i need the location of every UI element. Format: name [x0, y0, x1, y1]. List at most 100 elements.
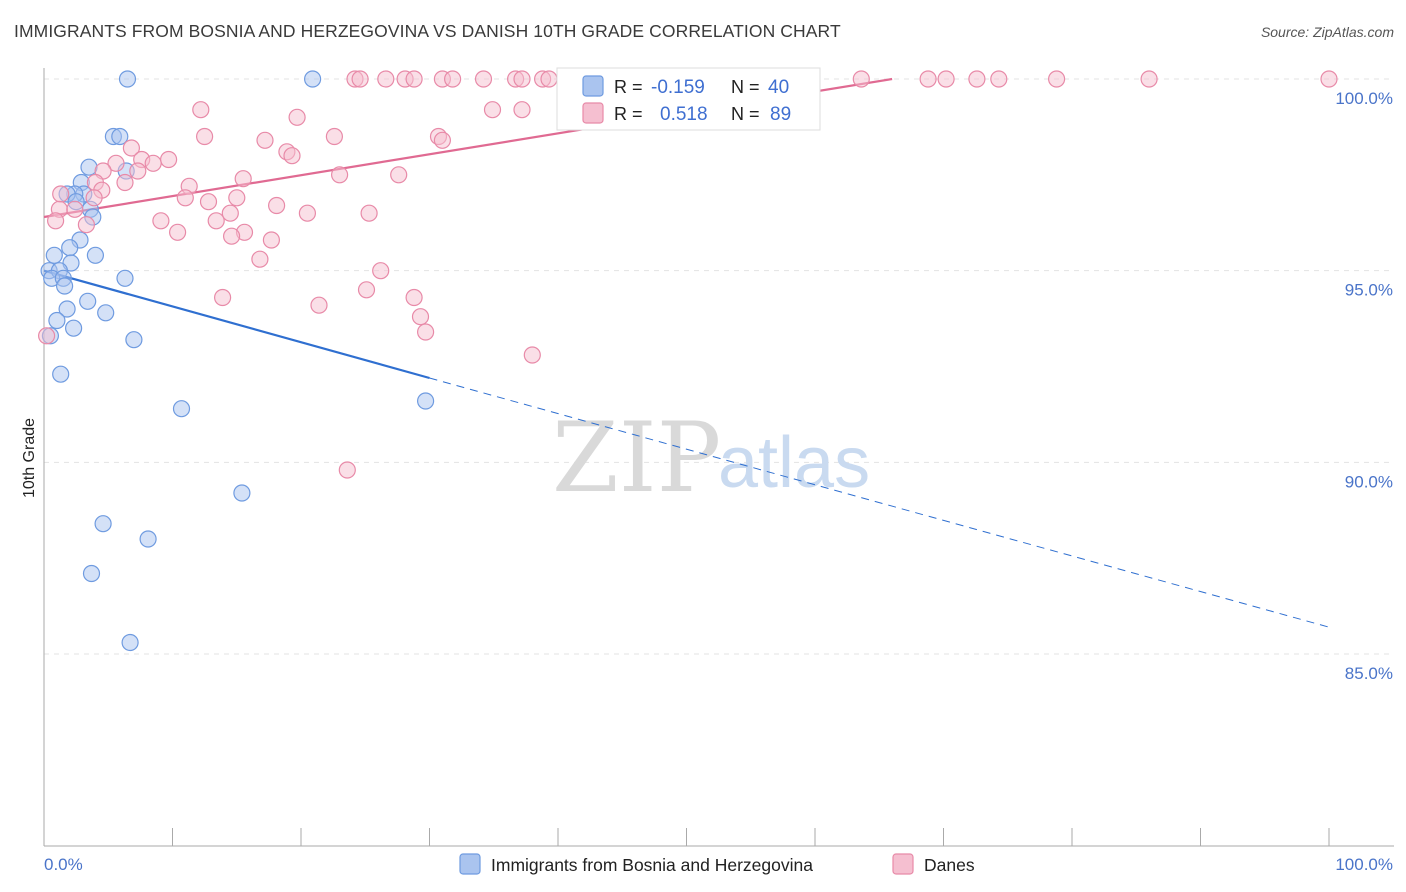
- legend-r-value-pink: 0.518: [660, 104, 708, 125]
- point-blue-3: [111, 127, 129, 146]
- point-pink-35: [256, 131, 274, 149]
- point-pink-22: [852, 70, 870, 88]
- point-pink-84: [338, 461, 356, 479]
- grid-lines: [44, 78, 1394, 655]
- point-pink-83: [523, 346, 541, 364]
- point-blue-0: [118, 70, 137, 88]
- point-pink-44: [144, 154, 162, 172]
- point-pink-33: [513, 101, 531, 119]
- point-blue-23: [55, 277, 74, 295]
- point-blue-1: [304, 70, 322, 88]
- point-blue-36: [139, 530, 157, 548]
- point-pink-29: [1320, 70, 1338, 88]
- point-pink-68: [207, 212, 225, 230]
- point-pink-34: [196, 127, 214, 146]
- legend-n-value-blue: 40: [768, 77, 789, 98]
- point-pink-2: [377, 70, 395, 88]
- point-blue-35: [94, 515, 112, 533]
- point-pink-58: [85, 189, 103, 207]
- legend-r-label-blue: R =: [614, 77, 643, 97]
- point-pink-70: [169, 223, 187, 241]
- point-pink-23: [919, 70, 937, 88]
- point-pink-75: [372, 262, 390, 280]
- point-blue-15: [45, 246, 63, 264]
- point-blue-34: [233, 484, 251, 502]
- point-pink-24: [937, 70, 955, 88]
- x-tick-label-1: 100.0%: [1335, 855, 1393, 874]
- watermark: ZIP atlas: [552, 402, 870, 514]
- point-pink-49: [390, 166, 408, 184]
- legend-swatch-pink: [582, 102, 604, 124]
- watermark-atlas: atlas: [718, 423, 870, 503]
- y-axis-label: 10th Grade: [21, 418, 38, 498]
- point-pink-78: [405, 288, 423, 307]
- trend-line-blue: [43, 269, 430, 380]
- point-pink-72: [223, 227, 241, 245]
- point-pink-39: [122, 139, 140, 157]
- point-blue-37: [82, 564, 101, 583]
- bottom-legend-swatch-pink: [892, 853, 914, 875]
- source-label: Source: ZipAtlas.com: [1260, 24, 1394, 40]
- legend-swatch-blue: [582, 75, 604, 97]
- point-pink-69: [77, 216, 96, 234]
- point-pink-77: [214, 288, 232, 307]
- point-pink-74: [251, 250, 269, 268]
- point-pink-48: [331, 166, 349, 184]
- legend-box: R = -0.159 N = 40 R = 0.518 N = 89: [556, 67, 821, 131]
- point-pink-47: [129, 162, 147, 180]
- point-blue-4: [80, 158, 98, 176]
- chart-title: IMMIGRANTS FROM BOSNIA AND HERZEGOVINA V…: [14, 21, 841, 41]
- point-pink-79: [310, 296, 328, 314]
- bottom-legend: Immigrants from Bosnia and Herzegovina D…: [459, 853, 975, 875]
- watermark-zip: ZIP: [552, 402, 721, 514]
- point-pink-38: [433, 131, 451, 149]
- y-tick-label-0: 100.0%: [1335, 89, 1393, 108]
- point-pink-28: [1140, 70, 1158, 88]
- y-tick-label-1: 95.0%: [1345, 281, 1393, 300]
- point-pink-56: [176, 189, 194, 207]
- bottom-legend-swatch-blue: [459, 853, 481, 875]
- x-tick-labels: 0.0% 100.0%: [44, 855, 1393, 874]
- point-blue-22: [116, 269, 134, 287]
- point-pink-64: [360, 204, 378, 222]
- point-blue-28: [64, 319, 83, 337]
- point-pink-73: [262, 231, 280, 249]
- legend-n-label-pink: N =: [731, 104, 760, 124]
- legend-n-label-blue: N =: [731, 77, 760, 97]
- legend-r-value-blue: -0.159: [651, 77, 705, 98]
- point-pink-4: [405, 70, 423, 88]
- point-pink-66: [46, 212, 65, 230]
- point-pink-45: [107, 154, 125, 172]
- point-pink-27: [1047, 70, 1066, 88]
- point-pink-1: [351, 70, 369, 88]
- point-pink-63: [298, 204, 316, 222]
- point-blue-38: [121, 633, 139, 652]
- point-pink-81: [417, 323, 435, 341]
- point-blue-26: [97, 304, 115, 322]
- point-pink-67: [152, 212, 170, 230]
- point-pink-25: [968, 70, 986, 88]
- point-blue-27: [48, 311, 66, 330]
- point-pink-11: [540, 70, 558, 88]
- x-tick-label-0: 0.0%: [44, 855, 83, 874]
- legend-r-label-pink: R =: [614, 104, 643, 124]
- trend-line-blue-extension: [429, 377, 1330, 628]
- point-pink-57: [228, 189, 246, 207]
- point-pink-26: [990, 70, 1008, 88]
- point-pink-61: [268, 196, 286, 215]
- x-tick-marks: [43, 828, 1330, 846]
- point-blue-32: [172, 400, 191, 418]
- point-pink-36: [325, 127, 343, 146]
- point-blue-33: [417, 392, 435, 410]
- point-pink-31: [288, 108, 306, 126]
- point-blue-16: [86, 246, 105, 264]
- point-pink-55: [52, 185, 70, 203]
- point-blue-24: [79, 292, 97, 310]
- point-blue-31: [52, 365, 70, 383]
- axes: [43, 68, 1394, 847]
- y-tick-label-2: 90.0%: [1345, 472, 1393, 491]
- trend-lines: [43, 77, 1330, 628]
- point-blue-25: [58, 300, 76, 318]
- point-blue-14: [61, 239, 79, 257]
